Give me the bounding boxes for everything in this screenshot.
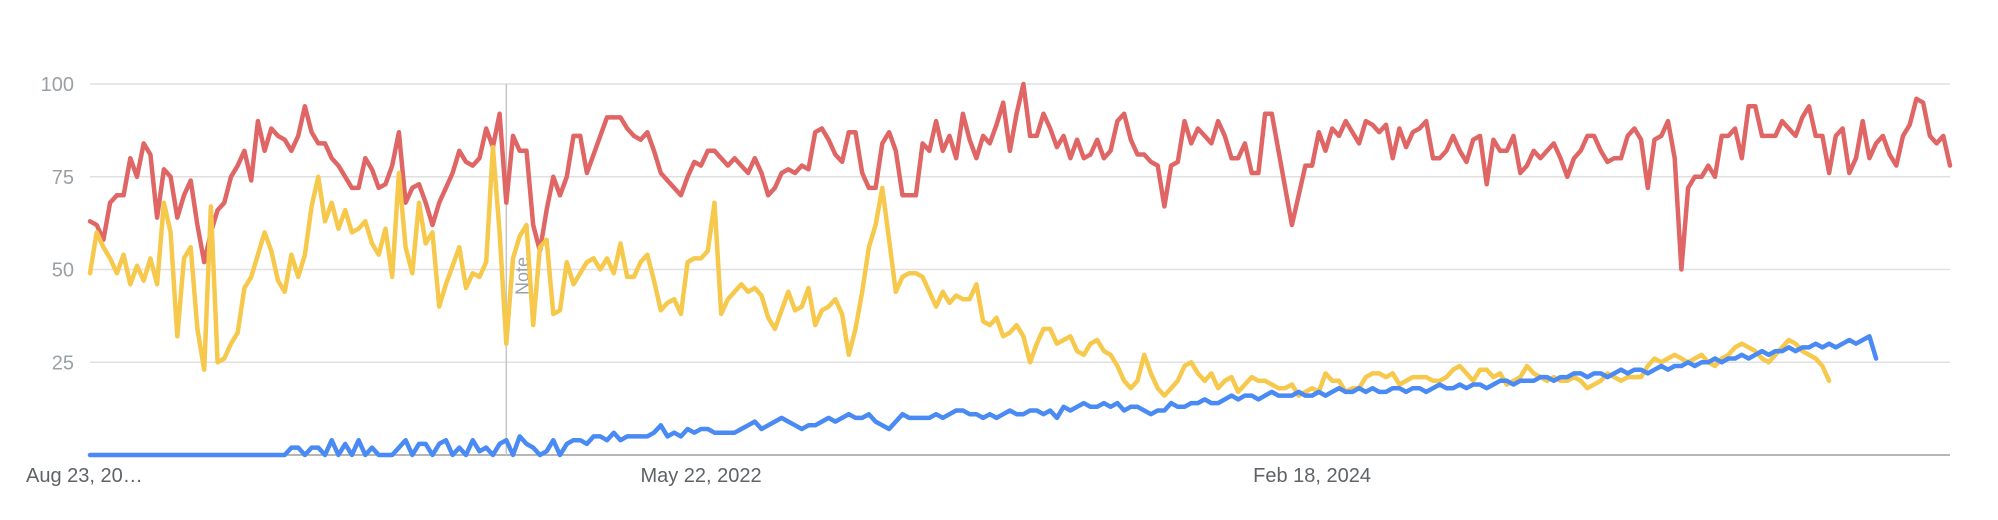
series-line-1[interactable] (87, 81, 1953, 272)
y-axis: 25 50 75 100 (41, 74, 74, 374)
x-axis: Aug 23, 20… May 22, 2022 Feb 18, 2024 (26, 465, 1371, 487)
y-tick-label: 100 (41, 74, 74, 96)
y-tick-label: 25 (52, 352, 74, 374)
x-tick-label: May 22, 2022 (640, 465, 761, 487)
series-line-3[interactable] (87, 334, 1879, 458)
y-tick-label: 50 (52, 260, 74, 282)
series-lines (87, 81, 1953, 458)
x-tick-label: Aug 23, 20… (26, 465, 143, 487)
x-tick-label: Feb 18, 2024 (1253, 465, 1371, 487)
y-tick-label: 75 (52, 167, 74, 189)
